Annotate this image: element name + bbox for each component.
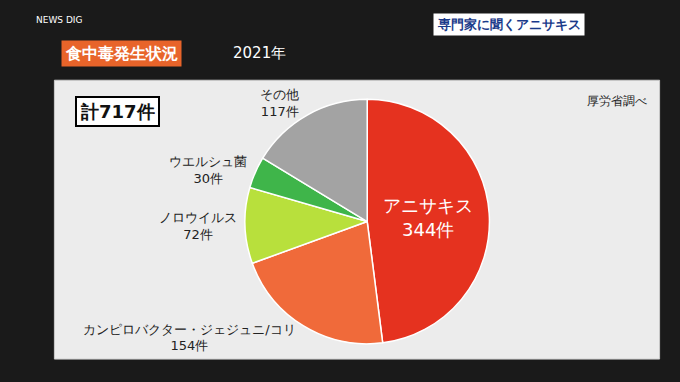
- svg-text:専門家に聞くアニサキス: 専門家に聞くアニサキス: [437, 17, 581, 32]
- svg-text:2021年: 2021年: [233, 44, 286, 62]
- svg-text:カンピロバクター・ジェジュニ/コリ154件: カンピロバクター・ジェジュニ/コリ154件: [83, 322, 295, 354]
- svg-text:ノロウイルス72件: ノロウイルス72件: [159, 210, 237, 242]
- svg-text:アニサキス344件: アニサキス344件: [383, 195, 473, 239]
- svg-text:NEWS DIG: NEWS DIG: [36, 15, 82, 25]
- svg-text:計717件: 計717件: [80, 101, 155, 122]
- svg-text:その他117件: その他117件: [260, 87, 299, 119]
- svg-text:食中毒発生状況: 食中毒発生状況: [65, 44, 178, 63]
- svg-text:ウエルシュ菌30件: ウエルシュ菌30件: [169, 154, 247, 186]
- svg-text:厚労省調べ: 厚労省調べ: [587, 94, 647, 108]
